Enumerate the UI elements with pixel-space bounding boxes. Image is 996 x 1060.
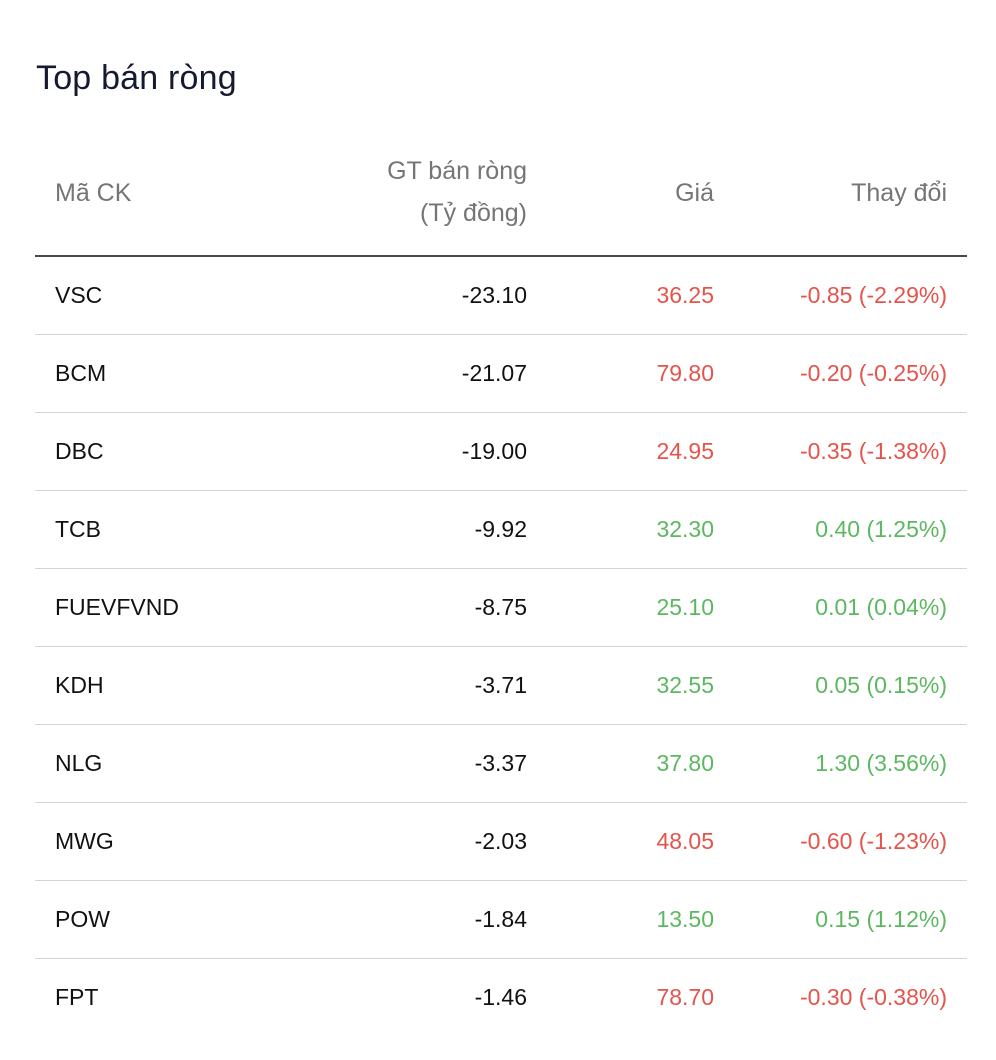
price-change: -0.60 (-1.23%) <box>799 828 947 854</box>
stock-code[interactable]: POW <box>55 906 110 932</box>
table-row[interactable]: TCB -9.92 32.30 0.40 (1.25%) <box>35 491 967 569</box>
column-header-net-sell-value-line1: GT bán ròng <box>387 157 527 185</box>
price-change: 0.40 (1.25%) <box>815 516 947 542</box>
widget-title: Top bán ròng <box>36 59 237 97</box>
net-sell-value: -3.37 <box>474 750 527 776</box>
stock-code[interactable]: DBC <box>55 438 104 464</box>
stock-code[interactable]: FPT <box>55 984 99 1010</box>
price-change: 0.01 (0.04%) <box>815 594 947 620</box>
stock-code[interactable]: FUEVFVND <box>55 594 179 620</box>
net-sell-value: -1.84 <box>474 906 527 932</box>
net-sell-value: -8.75 <box>474 594 527 620</box>
price: 48.05 <box>656 828 714 854</box>
price: 25.10 <box>656 594 714 620</box>
price: 37.80 <box>656 750 714 776</box>
net-sell-value: -9.92 <box>474 516 527 542</box>
net-sell-value: -3.71 <box>474 672 527 698</box>
table-body: VSC -23.10 36.25 -0.85 (-2.29%) BCM -21.… <box>35 257 967 1036</box>
price: 78.70 <box>656 984 714 1010</box>
net-sell-table: Mã CK GT bán ròng (Tỷ đồng) Giá Thay đổi… <box>35 140 967 1036</box>
table-row[interactable]: POW -1.84 13.50 0.15 (1.12%) <box>35 881 967 959</box>
table-row[interactable]: KDH -3.71 32.55 0.05 (0.15%) <box>35 647 967 725</box>
stock-code[interactable]: VSC <box>55 282 103 308</box>
table-row[interactable]: BCM -21.07 79.80 -0.20 (-0.25%) <box>35 335 967 413</box>
table-row[interactable]: VSC -23.10 36.25 -0.85 (-2.29%) <box>35 257 967 335</box>
stock-code[interactable]: BCM <box>55 360 107 386</box>
table-row[interactable]: DBC -19.00 24.95 -0.35 (-1.38%) <box>35 413 967 491</box>
price: 13.50 <box>656 906 714 932</box>
table-row[interactable]: FPT -1.46 78.70 -0.30 (-0.38%) <box>35 959 967 1036</box>
stock-code[interactable]: TCB <box>55 516 101 542</box>
net-sell-value: -19.00 <box>461 438 527 464</box>
table-row[interactable]: NLG -3.37 37.80 1.30 (3.56%) <box>35 725 967 803</box>
price: 32.55 <box>656 672 714 698</box>
table-row[interactable]: MWG -2.03 48.05 -0.60 (-1.23%) <box>35 803 967 881</box>
price-change: -0.30 (-0.38%) <box>799 984 947 1010</box>
price-change: -0.35 (-1.38%) <box>799 438 947 464</box>
column-header-net-sell-value[interactable]: GT bán ròng (Tỷ đồng) <box>387 150 527 234</box>
net-sell-value: -21.07 <box>461 360 527 386</box>
price-change: 0.15 (1.12%) <box>815 906 947 932</box>
table-header: Mã CK GT bán ròng (Tỷ đồng) Giá Thay đổi <box>35 140 967 257</box>
stock-code[interactable]: NLG <box>55 750 103 776</box>
column-header-price[interactable]: Giá <box>675 179 714 207</box>
price-change: -0.85 (-2.29%) <box>799 282 947 308</box>
price-change: 0.05 (0.15%) <box>815 672 947 698</box>
column-header-code[interactable]: Mã CK <box>55 179 132 207</box>
column-header-net-sell-value-line2: (Tỷ đồng) <box>420 199 527 227</box>
price: 32.30 <box>656 516 714 542</box>
stock-code[interactable]: KDH <box>55 672 104 698</box>
price: 36.25 <box>656 282 714 308</box>
stock-code[interactable]: MWG <box>55 828 114 854</box>
price: 24.95 <box>656 438 714 464</box>
column-header-change[interactable]: Thay đổi <box>851 179 947 207</box>
net-sell-value: -2.03 <box>474 828 527 854</box>
net-sell-value: -1.46 <box>474 984 527 1010</box>
price-change: 1.30 (3.56%) <box>815 750 947 776</box>
net-sell-value: -23.10 <box>461 282 527 308</box>
price-change: -0.20 (-0.25%) <box>799 360 947 386</box>
price: 79.80 <box>656 360 714 386</box>
table-row[interactable]: FUEVFVND -8.75 25.10 0.01 (0.04%) <box>35 569 967 647</box>
